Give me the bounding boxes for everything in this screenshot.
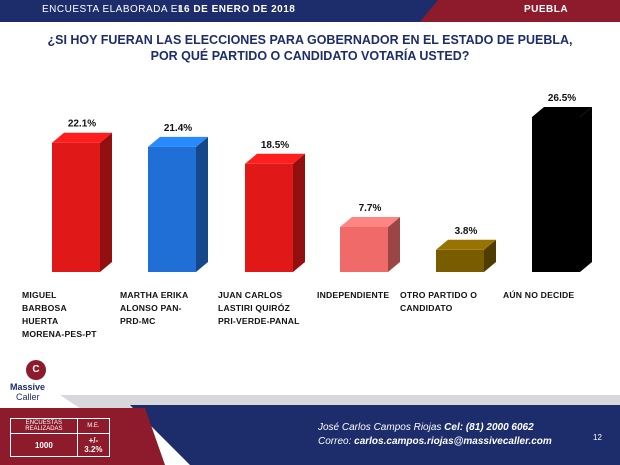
bar-side — [100, 132, 112, 272]
bar-top — [532, 107, 592, 117]
category-label: AÚN NO DECIDE — [503, 290, 575, 300]
bar-1 — [52, 132, 112, 272]
chart-title-line1: ¿SI HOY FUERAN LAS ELECCIONES PARA GOBER… — [47, 33, 573, 47]
bar-front — [340, 226, 388, 272]
contact-phone: Cel: (81) 2000 6062 — [444, 422, 534, 433]
chart-title: ¿SI HOY FUERAN LAS ELECCIONES PARA GOBER… — [0, 32, 620, 64]
bar-value-label: 3.8% — [455, 226, 478, 237]
surveys-label: ENCUESTAS REALIZADAS — [10, 418, 78, 434]
bar-top — [52, 132, 112, 143]
contact-email[interactable]: carlos.campos.riojas@massivecaller.com — [354, 436, 552, 447]
bar-value-label: 21.4% — [164, 123, 192, 134]
category-label: OTRO PARTIDO O CANDIDATO — [400, 290, 478, 313]
bar-top — [340, 216, 400, 227]
bar-top — [245, 153, 305, 164]
bar-value-label: 7.7% — [359, 203, 382, 214]
bar-side — [196, 136, 208, 272]
bar-4 — [340, 216, 400, 272]
logo-name: Massive — [10, 382, 46, 392]
bar-2 — [148, 136, 208, 272]
category-label: JUAN CARLOS LASTIRI QUIRÓZ PRI-VERDE-PAN… — [218, 290, 300, 326]
chart-title-line2: POR QUÉ PARTIDO O CANDIDATO VOTARÍA USTE… — [150, 49, 470, 63]
me-label: M.E. — [76, 418, 111, 434]
header-red-band — [420, 0, 620, 22]
bar-side — [484, 239, 496, 272]
bar-side — [293, 153, 305, 272]
survey-label: ENCUESTA ELABORADA EL — [42, 4, 185, 15]
bar-side — [388, 216, 400, 272]
logo-mark: C — [26, 360, 46, 380]
bar-6 — [532, 107, 592, 272]
bar-front — [245, 163, 293, 272]
bar-value-label: 18.5% — [261, 140, 289, 151]
bar-front — [52, 142, 100, 272]
bar-top — [148, 136, 208, 147]
me-value: +/- 3.2% — [76, 433, 111, 457]
contact-info: José Carlos Campos Riojas Cel: (81) 2000… — [318, 421, 552, 449]
bar-5 — [436, 239, 496, 272]
email-label: Correo: — [318, 436, 352, 447]
category-label: INDEPENDIENTE — [317, 290, 390, 300]
footer-blue-band — [130, 405, 620, 465]
logo-sub: Caller — [16, 392, 40, 402]
category-label: MARTHA ERIKA ALONSO PAN- PRD-MC — [120, 290, 189, 326]
bar-value-label: 26.5% — [548, 93, 576, 104]
category-label: MIGUEL BARBOSA HUERTA MORENA-PES-PT — [22, 290, 97, 339]
massive-caller-logo: C Massive Caller — [10, 360, 62, 405]
surveys-value: 1000 — [10, 433, 78, 457]
bar-front — [436, 249, 484, 272]
survey-date: 16 DE ENERO DE 2018 — [178, 4, 296, 15]
bar-front — [532, 117, 580, 272]
page-number: 12 — [593, 433, 602, 442]
contact-name: José Carlos Campos Riojas — [318, 422, 442, 433]
bar-top — [436, 239, 496, 250]
survey-stats-table: ENCUESTAS REALIZADAS M.E. 1000 +/- 3.2% — [10, 418, 111, 457]
bar-3 — [245, 153, 305, 272]
bar-side — [580, 107, 592, 272]
bar-value-label: 22.1% — [68, 119, 96, 130]
bar-front — [148, 146, 196, 272]
state-label: PUEBLA — [524, 4, 569, 15]
